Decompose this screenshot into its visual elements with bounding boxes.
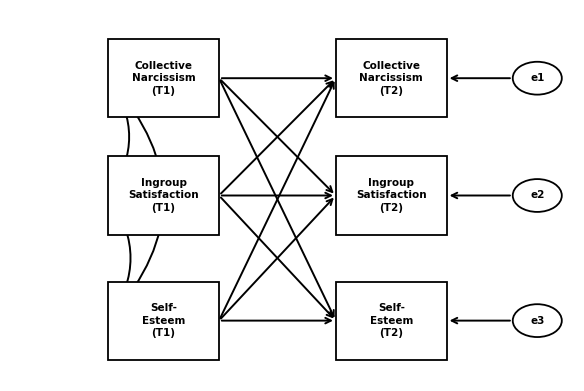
Text: e3: e3 bbox=[530, 316, 544, 326]
Circle shape bbox=[513, 179, 562, 212]
Text: Self-
Esteem
(T1): Self- Esteem (T1) bbox=[142, 303, 185, 338]
Text: Self-
Esteem
(T2): Self- Esteem (T2) bbox=[370, 303, 413, 338]
Text: Ingroup
Satisfaction
(T2): Ingroup Satisfaction (T2) bbox=[356, 178, 426, 213]
Circle shape bbox=[513, 62, 562, 95]
Text: Collective
Narcissism
(T1): Collective Narcissism (T1) bbox=[131, 61, 196, 96]
FancyBboxPatch shape bbox=[108, 156, 219, 235]
FancyBboxPatch shape bbox=[108, 39, 219, 117]
FancyBboxPatch shape bbox=[336, 156, 447, 235]
Circle shape bbox=[513, 304, 562, 337]
FancyBboxPatch shape bbox=[108, 282, 219, 360]
FancyBboxPatch shape bbox=[336, 39, 447, 117]
Text: e1: e1 bbox=[530, 73, 544, 83]
Text: e2: e2 bbox=[530, 190, 544, 201]
Text: Collective
Narcissism
(T2): Collective Narcissism (T2) bbox=[359, 61, 423, 96]
FancyBboxPatch shape bbox=[336, 282, 447, 360]
Text: Ingroup
Satisfaction
(T1): Ingroup Satisfaction (T1) bbox=[128, 178, 199, 213]
